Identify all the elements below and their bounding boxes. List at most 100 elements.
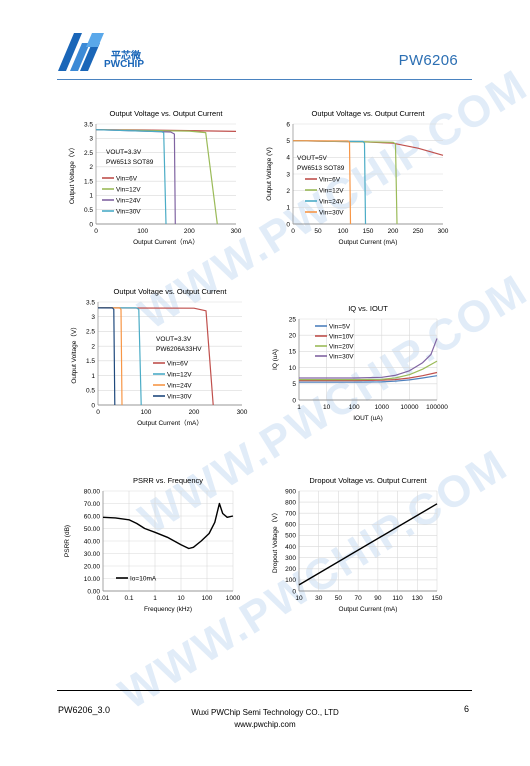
x-axis-label: Output Current (mA) — [339, 239, 398, 246]
y-tick-label: 200 — [285, 566, 296, 573]
y-tick-label: 50.00 — [84, 526, 101, 533]
x-tick-label: 50 — [314, 228, 322, 235]
legend-label: Vin=24V — [116, 197, 141, 204]
y-tick-label: 900 — [285, 488, 296, 495]
y-tick-label: 1.5 — [86, 358, 95, 365]
x-tick-label: 150 — [363, 228, 374, 235]
x-tick-label: 300 — [438, 228, 449, 235]
chart-annotation: PW6206A33HV — [156, 346, 202, 353]
footer-page-number: 6 — [464, 704, 470, 714]
chart-title: Dropout Voltage vs. Output Current — [309, 476, 427, 485]
x-tick-label: 1 — [153, 595, 157, 602]
x-axis-label: Output Current（mA） — [133, 238, 199, 246]
x-tick-label: 100000 — [426, 404, 448, 411]
series-line — [98, 307, 116, 406]
footer-company: Wuxi PWChip Semi Technology CO., LTD — [191, 708, 339, 717]
document-title: PW6206 — [398, 52, 458, 69]
x-tick-label: 0 — [291, 228, 295, 235]
y-tick-label: 0.5 — [86, 388, 95, 395]
legend-label: Vin=5V — [329, 323, 351, 330]
y-tick-label: 700 — [285, 511, 296, 518]
x-tick-label: 50 — [335, 595, 343, 602]
series-line — [292, 140, 352, 225]
x-tick-label: 90 — [374, 595, 382, 602]
x-tick-label: 100 — [141, 409, 152, 416]
x-tick-label: 200 — [184, 228, 195, 235]
legend-label: Vin=24V — [319, 198, 344, 205]
footer-divider — [57, 690, 472, 691]
series-line — [299, 375, 438, 383]
chart-annotation: PW6513 SOT89 — [297, 165, 345, 172]
legend-label: Vin=12V — [116, 186, 141, 193]
legend-label: Vin=6V — [116, 175, 138, 182]
x-tick-label: 100 — [137, 228, 148, 235]
chart-title: Output Voltage vs. Output Current — [312, 109, 426, 118]
chart-title: Output Voltage vs. Output Current — [110, 109, 224, 118]
y-tick-label: 2 — [286, 188, 290, 195]
y-tick-label: 20 — [289, 333, 297, 340]
y-axis-label: Dropout Voltage（V） — [271, 509, 279, 573]
series-line — [299, 338, 438, 379]
legend-label: Vin=12V — [167, 371, 192, 378]
logo-english-text: PWCHIP — [104, 59, 144, 70]
y-tick-label: 60.00 — [84, 513, 101, 520]
y-tick-label: 10 — [289, 365, 297, 372]
y-tick-label: 30.00 — [84, 551, 101, 558]
y-tick-label: 2.5 — [86, 329, 95, 336]
y-axis-label: PSRR (dB) — [64, 525, 71, 557]
y-tick-label: 25 — [289, 316, 297, 323]
x-tick-label: 250 — [413, 228, 424, 235]
x-tick-label: 200 — [189, 409, 200, 416]
legend-label: Vin=30V — [319, 209, 344, 216]
legend-label: Vin=12V — [319, 187, 344, 194]
y-tick-label: 70.00 — [84, 501, 101, 508]
chart-annotation: VOUT=3.3V — [106, 149, 142, 156]
y-axis-label: Output Voltage（V） — [68, 144, 76, 204]
y-tick-label: 0 — [89, 221, 93, 228]
series-line — [292, 140, 444, 156]
chart-title: PSRR vs. Frequency — [133, 476, 203, 485]
chart-vout-vs-iout-pw6513-3v3: Output Voltage vs. Output Current 0 0.5 1 1.… — [68, 109, 242, 246]
y-tick-label: 3 — [89, 136, 93, 143]
x-tick-label: 130 — [412, 595, 423, 602]
y-tick-label: 6 — [286, 121, 290, 128]
series-line — [95, 129, 167, 225]
chart-title: Output Voltage vs. Output Current — [114, 287, 228, 296]
y-tick-label: 5 — [286, 138, 290, 145]
pwchip-logo — [58, 33, 104, 71]
legend-label: Vin=30V — [329, 353, 354, 360]
y-tick-label: 80.00 — [84, 488, 101, 495]
x-tick-label: 100 — [338, 228, 349, 235]
y-tick-label: 3 — [91, 314, 95, 321]
y-tick-label: 0.00 — [87, 588, 100, 595]
logo-chinese-text: 平芯微 — [111, 51, 141, 62]
y-tick-label: 0 — [91, 402, 95, 409]
y-tick-label: 800 — [285, 499, 296, 506]
x-tick-label: 10000 — [400, 404, 418, 411]
x-tick-label: 1000 — [375, 404, 390, 411]
x-tick-label: 0 — [96, 409, 100, 416]
x-tick-label: 10 — [177, 595, 185, 602]
y-tick-label: 5 — [292, 381, 296, 388]
chart-annotation: VOUT=3.3V — [156, 336, 192, 343]
x-tick-label: 30 — [315, 595, 323, 602]
x-tick-label: 200 — [388, 228, 399, 235]
x-tick-label: 10 — [323, 404, 331, 411]
chart-iq-vs-iout: IQ vs. IOUT 0 5 10 15 20 25 1 10 100 1000 10000 1000… — [272, 304, 448, 422]
y-tick-label: 3 — [286, 171, 290, 178]
y-tick-label: 0 — [292, 397, 296, 404]
x-tick-label: 0 — [94, 228, 98, 235]
chart-dropout-vs-iout: Dropout Voltage vs. Output Current 0 100 20… — [271, 476, 443, 613]
y-tick-label: 400 — [285, 544, 296, 551]
y-tick-label: 15 — [289, 349, 297, 356]
y-tick-label: 1 — [89, 193, 93, 200]
x-tick-label: 300 — [237, 409, 248, 416]
legend-label: Vin=30V — [116, 208, 141, 215]
x-axis-label: IOUT (uA) — [353, 415, 383, 422]
legend-label: Vin=10V — [329, 333, 354, 340]
x-tick-label: 300 — [231, 228, 242, 235]
y-tick-label: 0 — [286, 221, 290, 228]
x-tick-label: 10 — [295, 595, 303, 602]
series-line — [95, 129, 218, 225]
x-axis-label: Output Current（mA） — [137, 419, 203, 427]
